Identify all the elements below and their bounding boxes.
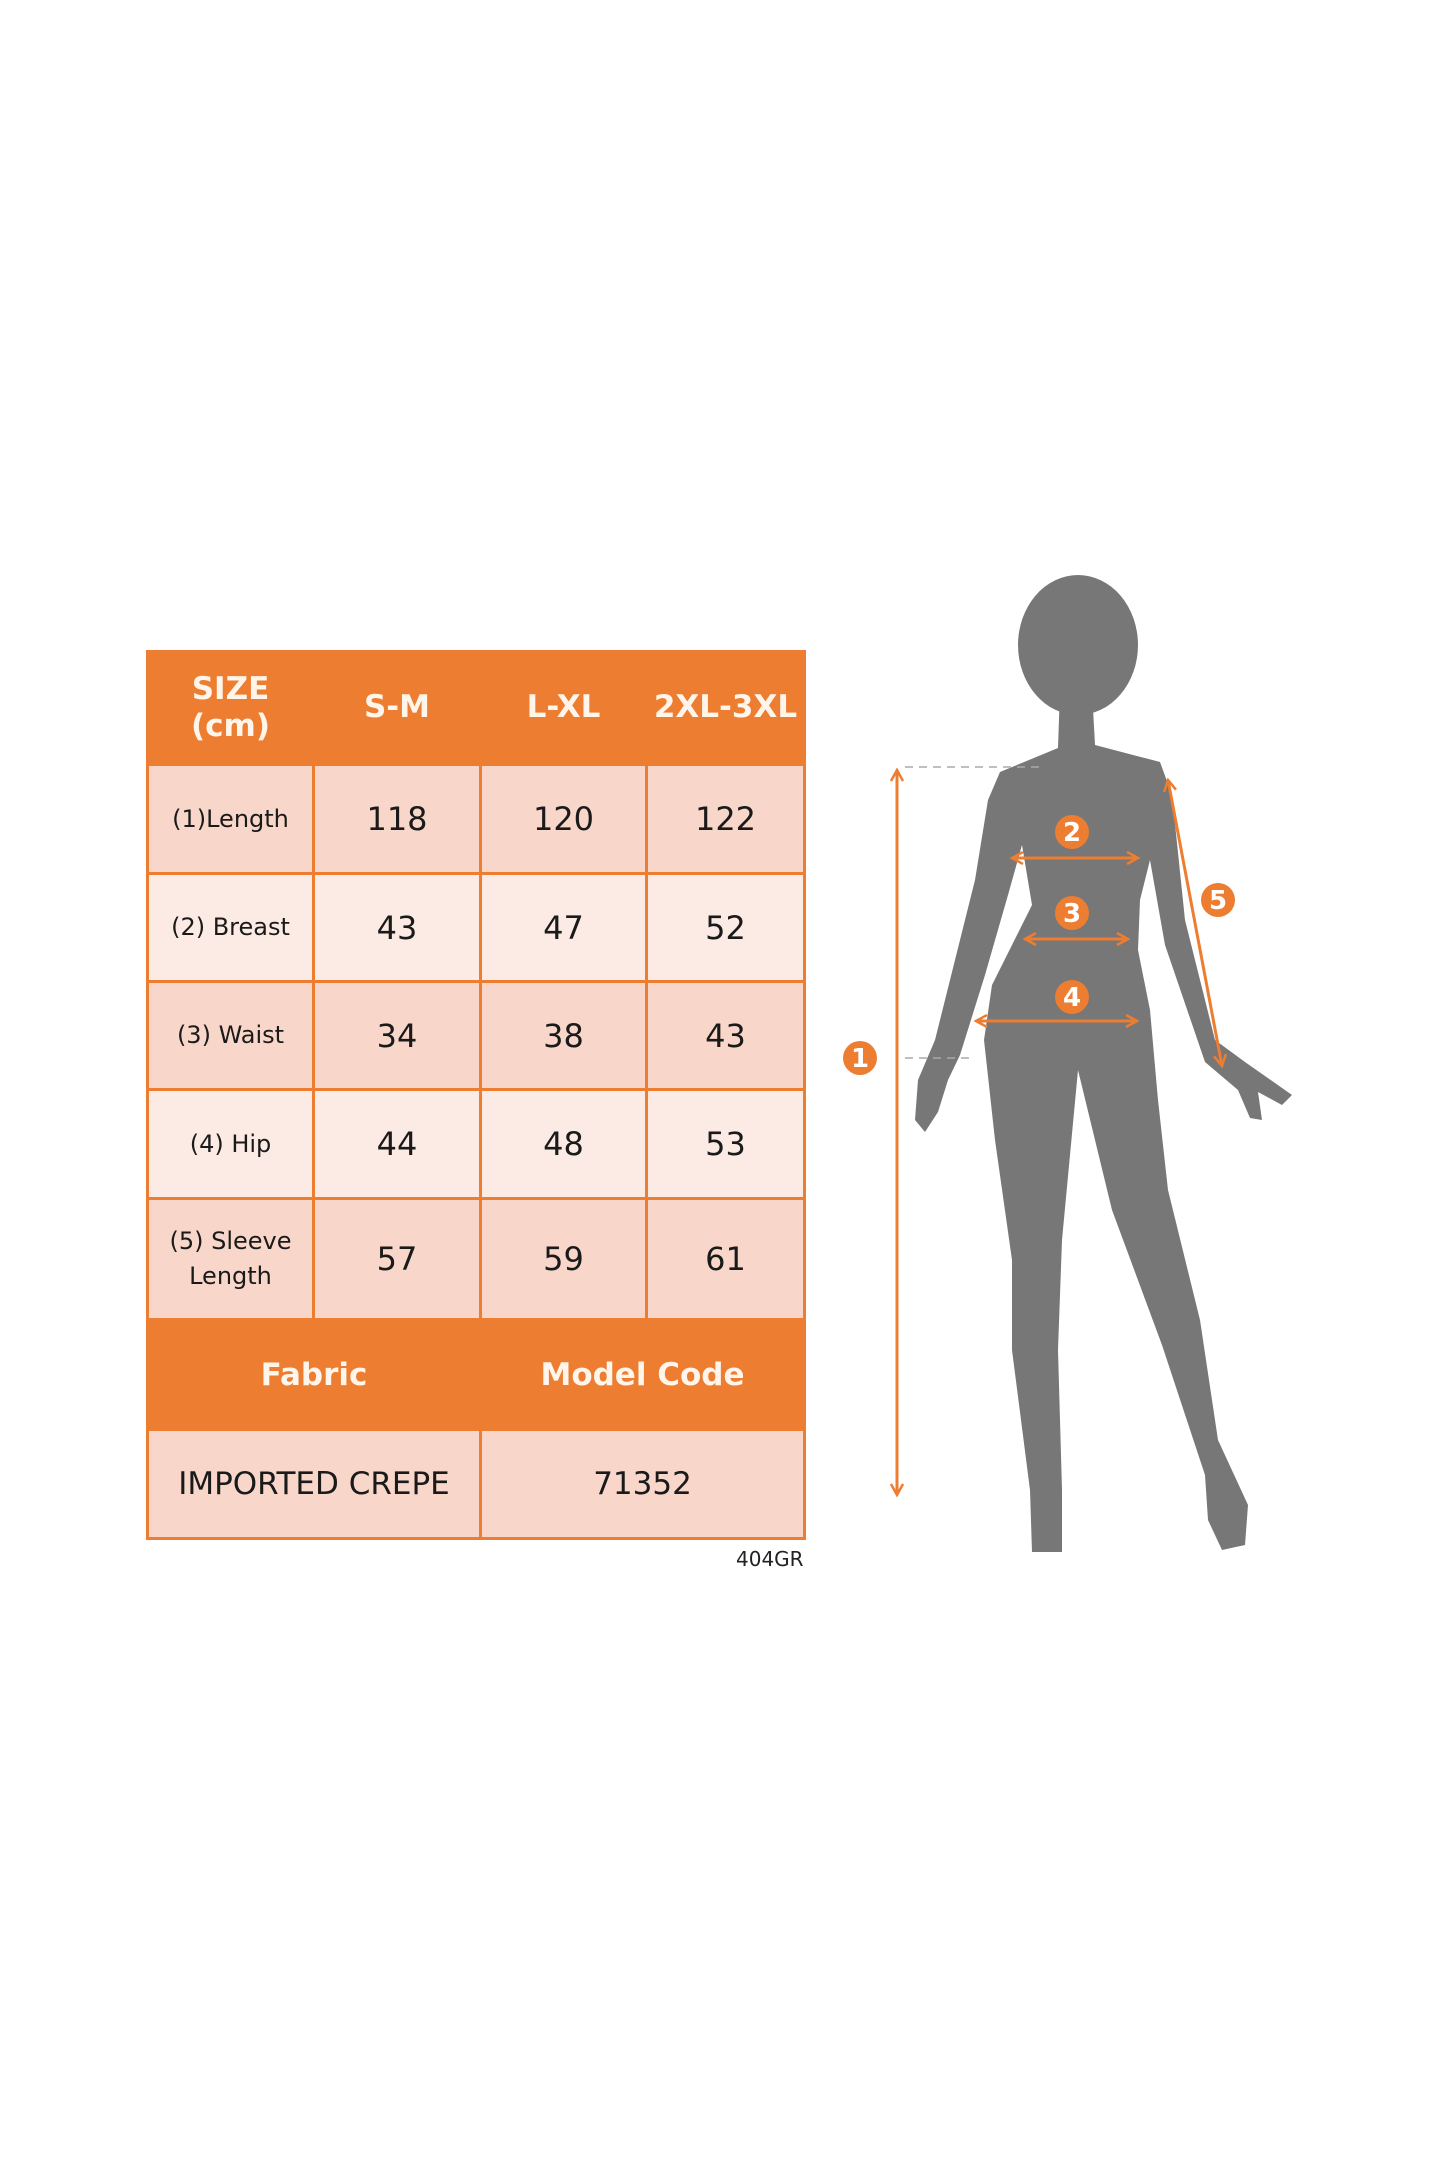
table-cell: 53 xyxy=(648,1091,803,1200)
col-header: 2XL-3XL xyxy=(648,653,803,766)
footer-value-row: IMPORTED CREPE 71352 xyxy=(149,1431,803,1537)
table-cell: 43 xyxy=(315,875,482,983)
col-header: S-M xyxy=(315,653,482,766)
table-cell: 52 xyxy=(648,875,803,983)
row-label: (2) Breast xyxy=(149,875,315,983)
table-cell: 44 xyxy=(315,1091,482,1200)
size-header-line2: (cm) xyxy=(190,708,270,744)
row-label-line2: Length xyxy=(189,1262,272,1290)
row-label: (1)Length xyxy=(149,766,315,875)
fabric-header: Fabric xyxy=(149,1321,482,1431)
table-cell: 59 xyxy=(482,1200,648,1321)
model-code-value: 71352 xyxy=(482,1431,803,1537)
table-cell: 34 xyxy=(315,983,482,1091)
row-label: (4) Hip xyxy=(149,1091,315,1200)
table-cell: 57 xyxy=(315,1200,482,1321)
silhouette xyxy=(915,575,1292,1552)
row-label: (3) Waist xyxy=(149,983,315,1091)
table-cell: 122 xyxy=(648,766,803,875)
sleeve-arrow xyxy=(1168,780,1222,1066)
col-header: L-XL xyxy=(482,653,648,766)
svg-text:4: 4 xyxy=(1063,983,1081,1013)
marker-5: 5 xyxy=(1201,883,1235,917)
table-cell: 48 xyxy=(482,1091,648,1200)
table-cell: 47 xyxy=(482,875,648,983)
row-label-line1: (5) Sleeve xyxy=(169,1227,292,1256)
marker-4: 4 xyxy=(1055,980,1089,1014)
table-cell: 61 xyxy=(648,1200,803,1321)
svg-text:2: 2 xyxy=(1063,818,1081,848)
row-label: (5) Sleeve Length xyxy=(149,1200,315,1321)
marker-3: 3 xyxy=(1055,896,1089,930)
table-cell: 118 xyxy=(315,766,482,875)
svg-text:5: 5 xyxy=(1209,886,1227,916)
table-cell: 43 xyxy=(648,983,803,1091)
footer-header-row: Fabric Model Code xyxy=(149,1321,803,1431)
measurement-guides xyxy=(897,766,1222,1495)
table-cell: 120 xyxy=(482,766,648,875)
model-code-header: Model Code xyxy=(482,1321,803,1431)
table-row: (2) Breast 43 47 52 xyxy=(149,875,803,983)
marker-1: 1 xyxy=(843,1041,877,1075)
marker-2: 2 xyxy=(1055,815,1089,849)
table-row: (4) Hip 44 48 53 xyxy=(149,1091,803,1200)
table-row: (5) Sleeve Length 57 59 61 xyxy=(149,1200,803,1321)
svg-text:3: 3 xyxy=(1063,899,1081,929)
table-cell: 38 xyxy=(482,983,648,1091)
size-chart-table: SIZE (cm) S-M L-XL 2XL-3XL (1)Length 118 … xyxy=(146,650,806,1540)
product-code: 404GR xyxy=(736,1547,804,1571)
header-row: SIZE (cm) S-M L-XL 2XL-3XL xyxy=(149,653,803,766)
size-header: SIZE (cm) xyxy=(149,653,315,766)
svg-text:1: 1 xyxy=(851,1044,869,1074)
table-row: (1)Length 118 120 122 xyxy=(149,766,803,875)
table-row: (3) Waist 34 38 43 xyxy=(149,983,803,1091)
fabric-value: IMPORTED CREPE xyxy=(149,1431,482,1537)
size-header-line1: SIZE xyxy=(191,670,270,707)
